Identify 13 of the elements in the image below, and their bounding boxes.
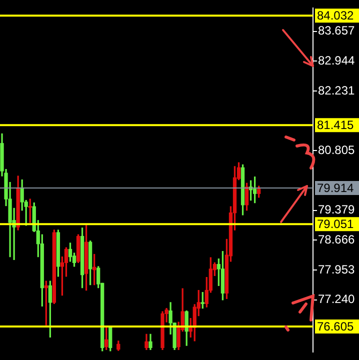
ref-line-label: 84.032 — [317, 8, 354, 22]
ref-line-label: 79.914 — [317, 180, 354, 195]
y-tick-label: 80.805 — [318, 143, 356, 158]
y-tick-label: 77.953 — [318, 262, 356, 276]
ref-line-label: 76.605 — [317, 319, 354, 334]
ref-line-label: 81.415 — [317, 118, 354, 132]
y-tick-label: 78.666 — [318, 232, 356, 247]
y-tick-label: 77.240 — [318, 292, 356, 306]
y-tick-label: 82.231 — [318, 83, 356, 98]
y-tick-label: 82.944 — [318, 53, 356, 68]
y-tick-label: 79.379 — [318, 202, 356, 217]
ref-line-label: 79.051 — [317, 216, 354, 231]
y-tick-label: 83.657 — [318, 24, 356, 38]
